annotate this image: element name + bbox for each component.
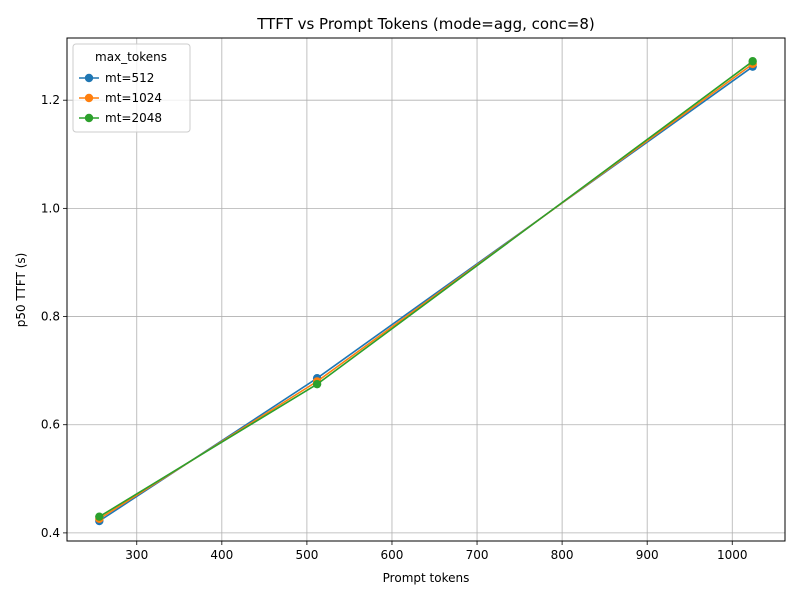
- series-layer: [95, 57, 757, 526]
- y-tick-label: 0.8: [41, 310, 60, 324]
- grid: [67, 38, 785, 541]
- x-tick-label: 800: [551, 548, 574, 562]
- legend-entry-label: mt=512: [105, 71, 154, 85]
- x-tick-label: 900: [636, 548, 659, 562]
- x-tick-label: 300: [125, 548, 148, 562]
- y-tick-label: 0.4: [41, 526, 60, 540]
- ticks: 300 400 500 600 700 800 900 1000 0.4 0.6 0.8 1.0 1.2: [41, 93, 748, 562]
- data-point-mt=2048: [312, 379, 322, 389]
- x-tick-label: 400: [210, 548, 233, 562]
- y-axis-label: p50 TTFT (s): [14, 253, 28, 328]
- legend-swatch-marker: [84, 113, 94, 123]
- x-tick-label: 700: [466, 548, 489, 562]
- legend-swatch-marker: [84, 73, 94, 83]
- x-tick-label: 500: [295, 548, 318, 562]
- legend: max_tokens mt=512 mt=1024 mt=2048: [72, 43, 191, 133]
- plot-frame: [66, 37, 786, 542]
- data-point-mt=2048: [748, 57, 757, 66]
- legend-title: max_tokens: [95, 50, 167, 64]
- legend-entry-label: mt=1024: [105, 91, 162, 105]
- y-tick-label: 1.2: [41, 93, 60, 107]
- data-point-mt=2048: [95, 512, 104, 521]
- y-tick-label: 1.0: [41, 201, 60, 215]
- x-axis-label: Prompt tokens: [383, 571, 470, 585]
- legend-swatch-marker: [84, 93, 94, 103]
- x-tick-label: 1000: [717, 548, 748, 562]
- x-tick-label: 600: [381, 548, 404, 562]
- legend-box: [72, 43, 191, 133]
- legend-entry-label: mt=2048: [105, 111, 162, 125]
- chart-title: TTFT vs Prompt Tokens (mode=agg, conc=8): [256, 15, 595, 33]
- y-tick-label: 0.6: [41, 418, 60, 432]
